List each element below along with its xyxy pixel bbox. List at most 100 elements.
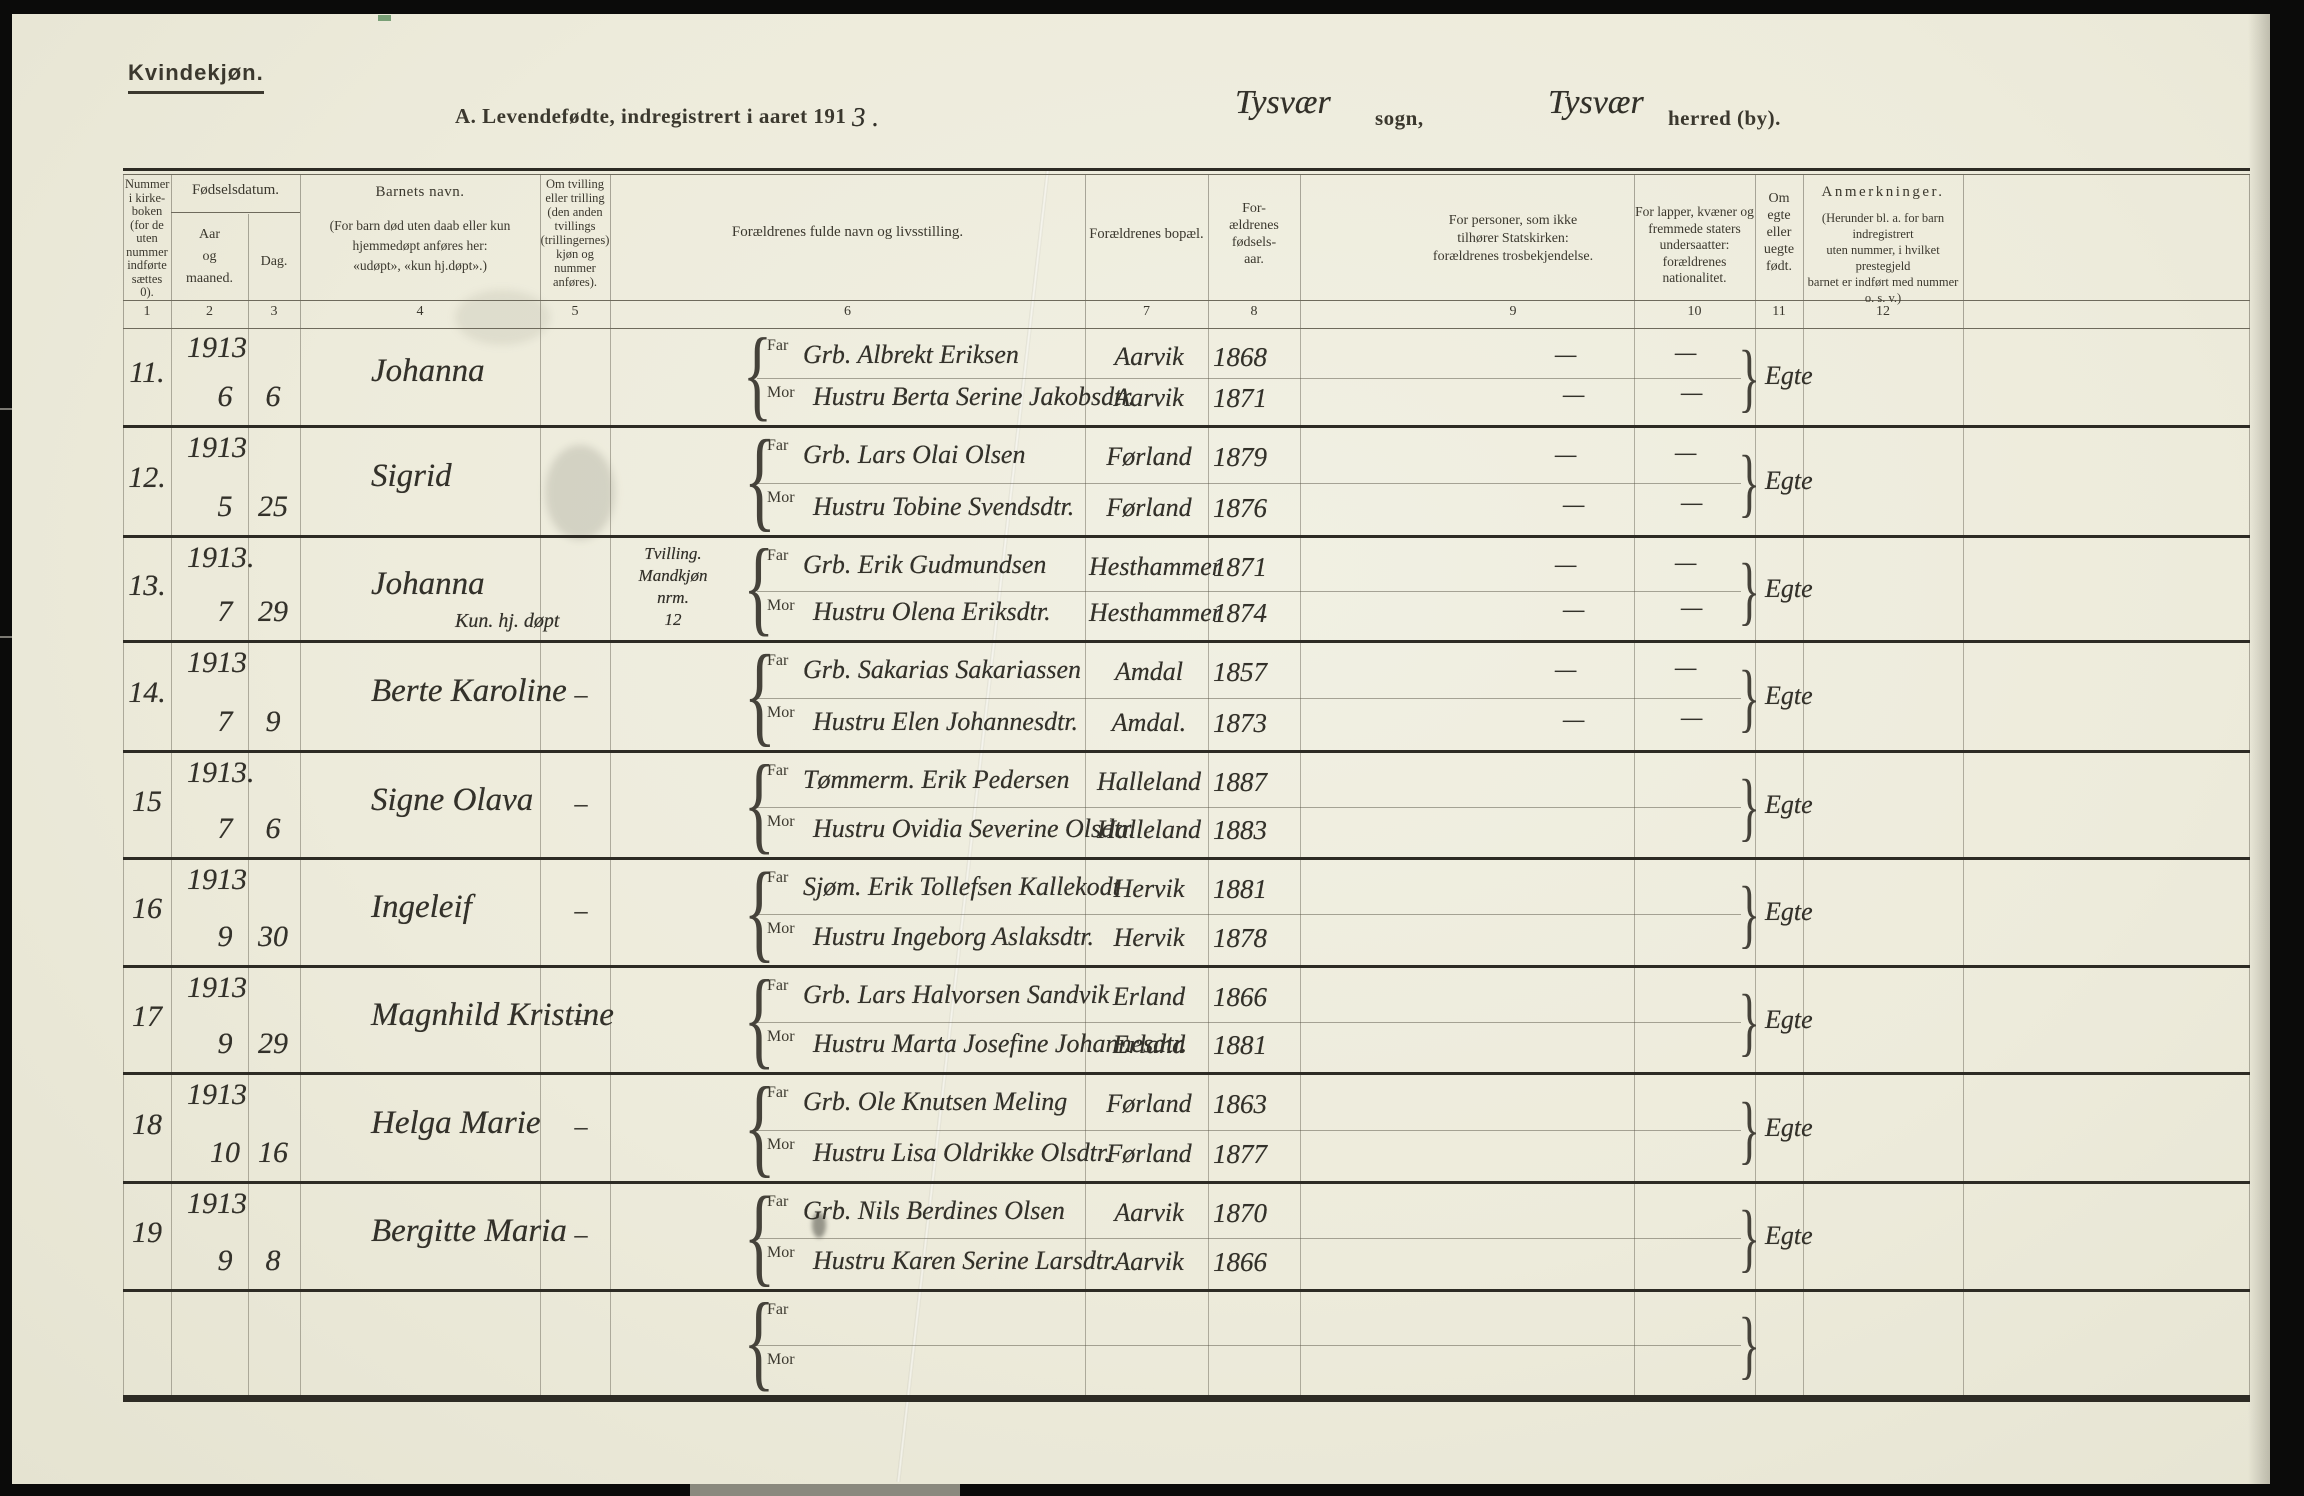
- nationality-dash: —: [1675, 655, 1697, 681]
- far-mor-divider: [757, 483, 1741, 484]
- legitimacy: Egte: [1765, 790, 1813, 819]
- column-divider: [1755, 968, 1756, 1072]
- nationality-dash: —: [1681, 490, 1703, 516]
- table-row: {Far Mor} 13. 1913. 7 29 Johanna Kun. hj. døpt T…: [123, 534, 2250, 643]
- column-divider: [1085, 968, 1086, 1072]
- table-row: {Far Mor}: [123, 1282, 2250, 1401]
- birth-year: 1913: [187, 863, 247, 896]
- column-divider: [248, 538, 249, 640]
- father-residence: Erland: [1112, 982, 1186, 1011]
- mother-birthyear: 1873: [1213, 708, 1267, 738]
- column-divider: [1208, 1292, 1209, 1395]
- legitimacy: Egte: [1765, 574, 1813, 603]
- column-divider: [123, 968, 124, 1072]
- numbers-underline: [123, 328, 2250, 329]
- col-header-remarks: Anmerkninger.: [1821, 184, 1945, 200]
- far-label: Far: [767, 869, 789, 886]
- parent-brace-left: {: [743, 1282, 775, 1401]
- far-mor-divider: [757, 807, 1741, 808]
- column-divider: [540, 860, 541, 965]
- column-divider: [1300, 538, 1301, 640]
- religion-dash: —: [1563, 492, 1585, 518]
- col-header-number: Nummer i kirke- boken (for de uten numme…: [125, 177, 170, 299]
- parent-brace-left: {: [743, 1174, 776, 1296]
- mor-label: Mor: [767, 384, 795, 401]
- column-divider: [248, 428, 249, 535]
- parent-brace-left: {: [743, 850, 776, 972]
- column-divider: [1755, 860, 1756, 965]
- column-divider: [2249, 1292, 2250, 1395]
- child-name: Magnhild Kristine: [371, 997, 614, 1033]
- table-top-rule-2: [123, 174, 2250, 175]
- column-divider: [248, 1184, 249, 1289]
- mor-label: Mor: [767, 1028, 795, 1045]
- column-divider: [610, 538, 611, 640]
- religion-dash: —: [1563, 707, 1585, 733]
- column-divider: [1208, 643, 1209, 750]
- child-name: Signe Olava: [371, 782, 534, 818]
- column-divider: [171, 643, 172, 750]
- column-divider: [1963, 968, 1964, 1072]
- far-label: Far: [767, 437, 789, 454]
- parent-brace-left: {: [743, 958, 775, 1079]
- column-divider: [248, 328, 249, 425]
- mother-residence: Erland: [1112, 1030, 1186, 1059]
- column-number: 11: [1772, 304, 1786, 319]
- record-number: 15: [132, 785, 162, 818]
- col-header-birthdate: Fødselsdatum.: [191, 182, 280, 198]
- column-divider: [1208, 328, 1209, 425]
- religion-dash: —: [1563, 597, 1585, 623]
- column-divider: [1634, 860, 1635, 965]
- column-divider: [300, 753, 301, 857]
- column-divider: [1634, 968, 1635, 1072]
- column-divider: [1085, 1292, 1086, 1395]
- column-divider: [123, 860, 124, 965]
- parent-brace-left: {: [743, 633, 777, 757]
- nationality-dash: —: [1681, 705, 1703, 731]
- column-divider: [540, 1075, 541, 1181]
- column-divider: [171, 1292, 172, 1395]
- column-number: 2: [206, 304, 213, 319]
- child-name: Helga Marie: [371, 1105, 541, 1141]
- column-divider: [1963, 174, 1964, 328]
- col-header-twin: Om tvilling eller trilling (den anden tv…: [540, 177, 610, 289]
- column-divider: [248, 968, 249, 1072]
- legitimacy: Egte: [1765, 466, 1813, 495]
- column-divider: [123, 328, 124, 425]
- parent-brace-right: }: [1738, 656, 1761, 740]
- column-divider: [1963, 328, 1964, 425]
- father-name: Grb. Lars Olai Olsen: [803, 440, 1026, 469]
- column-divider: [540, 643, 541, 750]
- column-divider: [1085, 174, 1086, 328]
- birth-day: 25: [258, 490, 288, 523]
- mother-birthyear: 1883: [1213, 815, 1267, 845]
- column-divider: [540, 968, 541, 1072]
- father-name: Tømmerm. Erik Pedersen: [803, 765, 1070, 794]
- header-underline: [123, 300, 2250, 301]
- table-right-border: [2249, 174, 2250, 328]
- municipality-label: herred (by).: [1668, 106, 1781, 130]
- father-residence: Hesthammer: [1089, 552, 1222, 581]
- twin-note: Tvilling. Mandkjøn nrm. 12: [638, 544, 708, 629]
- mother-birthyear: 1881: [1213, 1030, 1267, 1060]
- column-divider: [2249, 860, 2250, 965]
- religion-dash: —: [1555, 657, 1577, 683]
- parent-brace-right: }: [1738, 1196, 1761, 1280]
- column-divider: [1634, 643, 1635, 750]
- child-name: Berte Karoline: [371, 673, 567, 709]
- religion-dash: —: [1555, 342, 1577, 368]
- far-mor-divider: [757, 698, 1741, 699]
- parent-brace-right: }: [1738, 872, 1761, 956]
- father-birthyear: 1881: [1213, 874, 1267, 904]
- mother-birthyear: 1874: [1213, 598, 1267, 628]
- child-name: Bergitte Maria: [371, 1213, 567, 1249]
- table-bottom-rule: [123, 1398, 2250, 1402]
- parent-brace-left: {: [743, 743, 775, 864]
- twin-note: –: [574, 1004, 588, 1033]
- far-label: Far: [767, 1193, 789, 1210]
- column-divider: [1755, 1292, 1756, 1395]
- child-name-note: Kun. hj. døpt: [455, 610, 560, 632]
- far-label: Far: [767, 337, 789, 354]
- record-number: 11.: [129, 356, 165, 389]
